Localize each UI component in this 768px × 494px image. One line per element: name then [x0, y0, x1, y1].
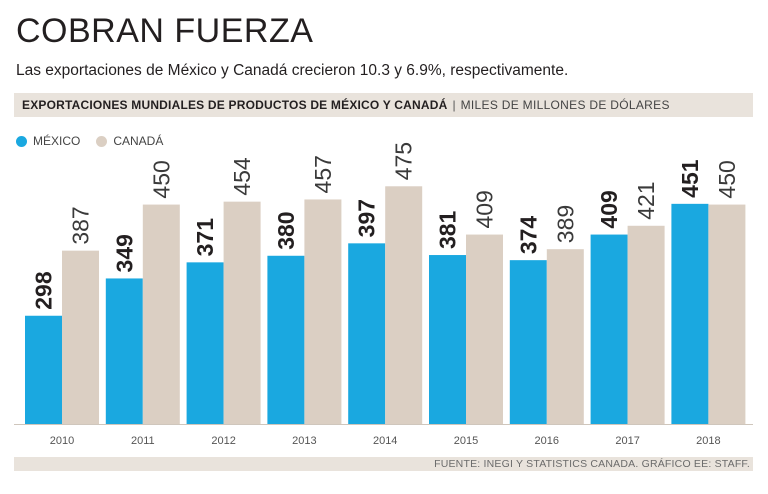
x-tick-label-2017: 2017 [615, 435, 639, 447]
bar-mexico-2013 [267, 255, 305, 424]
value-label-canada-2015: 409 [472, 190, 498, 228]
value-label-mexico-2013: 380 [273, 211, 299, 249]
legend-swatch-canada [96, 135, 108, 147]
value-label-mexico-2015: 381 [435, 210, 461, 249]
value-label-mexico-2012: 371 [192, 218, 218, 257]
value-label-canada-2017: 421 [633, 181, 659, 219]
chart-header-band: EXPORTACIONES MUNDIALES DE PRODUCTOS DE … [14, 93, 753, 117]
x-tick-label-2012: 2012 [211, 435, 235, 447]
bar-canada-2016 [546, 249, 584, 424]
bar-canada-2014 [385, 186, 423, 424]
x-tick-label-2016: 2016 [535, 435, 559, 447]
legend-label-canada: CANADÁ [113, 134, 164, 148]
legend-item-canada: CANADÁ [96, 134, 163, 148]
bar-canada-2011 [142, 204, 180, 424]
value-label-mexico-2014: 397 [354, 199, 380, 237]
bar-mexico-2015 [429, 255, 466, 424]
value-label-mexico-2011: 349 [111, 234, 137, 272]
band-unit: MILES DE MILLONES DE DÓLARES [460, 98, 670, 112]
bar-canada-2018 [708, 204, 746, 424]
x-tick-label-2013: 2013 [292, 435, 316, 447]
bar-mexico-2010 [25, 315, 62, 424]
legend-swatch-mexico [16, 135, 27, 147]
x-tick-label-2014: 2014 [373, 435, 397, 447]
value-label-canada-2018: 450 [714, 160, 740, 198]
x-tick-label-2011: 2011 [131, 435, 155, 447]
value-label-canada-2011: 450 [148, 160, 174, 198]
bar-mexico-2012 [186, 262, 224, 424]
band-separator: | [452, 98, 456, 112]
bar-canada-2013 [304, 199, 342, 424]
legend-item-mexico: MÉXICO [16, 134, 80, 148]
x-tick-label-2015: 2015 [454, 435, 478, 447]
value-label-mexico-2017: 409 [596, 190, 622, 228]
bar-mexico-2018 [671, 203, 709, 424]
bar-mexico-2011 [105, 278, 143, 424]
source-note: FUENTE: INEGI Y STATISTICS CANADA. GRÁFI… [434, 458, 750, 470]
value-label-canada-2013: 457 [310, 155, 336, 193]
legend: MÉXICO CANADÁ [16, 134, 179, 148]
bar-canada-2012 [223, 201, 261, 424]
x-tick-label-2010: 2010 [50, 435, 74, 447]
x-tick-label-2018: 2018 [696, 435, 720, 447]
value-label-canada-2016: 389 [552, 205, 578, 243]
bar-mexico-2014 [348, 243, 386, 424]
value-label-mexico-2010: 298 [31, 271, 57, 310]
legend-label-mexico: MÉXICO [33, 134, 81, 148]
bar-mexico-2017 [590, 234, 628, 424]
chart-title: COBRAN FUERZA [16, 12, 314, 50]
bar-canada-2010 [62, 250, 99, 424]
value-label-canada-2010: 387 [68, 206, 94, 244]
value-label-canada-2014: 475 [391, 142, 417, 180]
value-label-canada-2012: 454 [229, 157, 255, 196]
source-band [14, 457, 753, 471]
value-label-mexico-2016: 374 [515, 216, 541, 255]
bar-mexico-2016 [509, 260, 547, 424]
value-label-mexico-2018: 451 [677, 159, 703, 198]
bar-canada-2017 [627, 225, 665, 424]
chart-subtitle: Las exportaciones de México y Canadá cre… [16, 62, 569, 79]
bar-canada-2015 [466, 234, 503, 424]
band-title: EXPORTACIONES MUNDIALES DE PRODUCTOS DE … [22, 98, 448, 112]
